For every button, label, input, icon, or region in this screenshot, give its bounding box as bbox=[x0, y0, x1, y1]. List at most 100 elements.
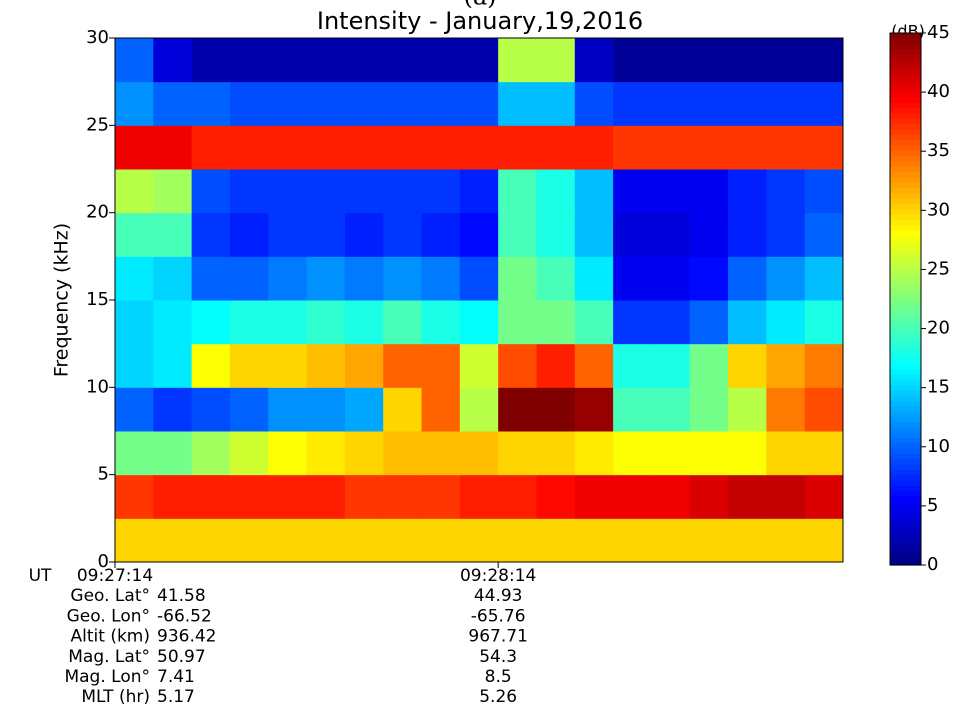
colorbar-tick-label: 45 bbox=[927, 22, 950, 43]
colorbar-step bbox=[890, 102, 921, 109]
colorbar-step bbox=[890, 219, 921, 226]
colorbar-step bbox=[890, 495, 921, 502]
ephemeris-value: 936.42 bbox=[157, 627, 216, 647]
heatmap-cell bbox=[191, 81, 231, 126]
ephemeris-value: 8.5 bbox=[485, 667, 512, 687]
heatmap-cell bbox=[574, 474, 614, 519]
heatmap-cell bbox=[306, 300, 346, 345]
colorbar-step bbox=[890, 80, 921, 87]
heatmap-cell bbox=[306, 38, 346, 83]
heatmap-cell bbox=[383, 387, 423, 432]
heatmap-cell bbox=[229, 125, 269, 170]
heatmap-cell bbox=[191, 343, 231, 388]
heatmap-cell bbox=[689, 518, 729, 563]
heatmap-cell bbox=[421, 387, 461, 432]
y-tick-label: 10 bbox=[86, 376, 109, 397]
heatmap-cell bbox=[153, 518, 193, 563]
heatmap-cell bbox=[613, 300, 652, 345]
ephemeris-label: Mag. Lat° bbox=[68, 647, 150, 667]
heatmap-cell bbox=[613, 474, 652, 519]
heatmap-cell bbox=[536, 431, 576, 476]
colorbar-step bbox=[890, 86, 921, 93]
heatmap-cell bbox=[498, 518, 537, 563]
heatmap-cell bbox=[383, 169, 423, 214]
heatmap-cell bbox=[153, 256, 193, 301]
heatmap-cell bbox=[689, 212, 729, 257]
colorbar-step bbox=[890, 394, 921, 401]
heatmap-cell bbox=[421, 343, 461, 388]
heatmap-cell bbox=[574, 125, 614, 170]
colorbar-step bbox=[890, 299, 921, 305]
heatmap-cell bbox=[804, 387, 844, 432]
heatmap-cell bbox=[383, 212, 423, 257]
heatmap-cell bbox=[383, 81, 423, 126]
colorbar-step bbox=[890, 38, 921, 45]
heatmap-cell bbox=[115, 431, 154, 476]
heatmap-cell bbox=[459, 81, 499, 126]
heatmap-cell bbox=[728, 169, 767, 214]
colorbar-step bbox=[890, 123, 921, 130]
heatmap-cell bbox=[728, 125, 767, 170]
heatmap-cell bbox=[383, 474, 423, 519]
heatmap-cell bbox=[459, 431, 499, 476]
heatmap-cell bbox=[536, 343, 576, 388]
colorbar-step bbox=[890, 325, 921, 332]
colorbar-step bbox=[890, 208, 921, 215]
heatmap-cell bbox=[344, 256, 384, 301]
heatmap-cell bbox=[459, 474, 499, 519]
heatmap-cell bbox=[229, 256, 269, 301]
heatmap-cell bbox=[229, 431, 269, 476]
heatmap-cell bbox=[421, 474, 461, 519]
heatmap-cell bbox=[536, 81, 576, 126]
y-tick-label: 15 bbox=[86, 289, 109, 310]
heatmap-cell bbox=[421, 212, 461, 257]
heatmap-cell bbox=[574, 387, 614, 432]
colorbar-step bbox=[890, 437, 921, 444]
heatmap-cell bbox=[115, 518, 154, 563]
colorbar-step bbox=[890, 59, 921, 66]
colorbar-step bbox=[890, 559, 921, 566]
colorbar-step bbox=[890, 251, 921, 258]
colorbar-step bbox=[890, 389, 921, 396]
heatmap-cell bbox=[766, 518, 806, 563]
y-tick-label: 30 bbox=[86, 27, 109, 48]
colorbar-step bbox=[890, 160, 921, 167]
colorbar-step bbox=[890, 490, 921, 497]
colorbar-step bbox=[890, 171, 921, 178]
heatmap-cell bbox=[115, 38, 154, 83]
heatmap-cell bbox=[498, 300, 537, 345]
heatmap-cell bbox=[229, 169, 269, 214]
heatmap-cell bbox=[421, 431, 461, 476]
colorbar-step bbox=[890, 368, 921, 375]
colorbar-step bbox=[890, 416, 921, 422]
heatmap-cell bbox=[421, 38, 461, 83]
colorbar-tick-label: 20 bbox=[927, 318, 950, 339]
heatmap-cell bbox=[383, 431, 423, 476]
heatmap-cell bbox=[804, 212, 844, 257]
heatmap-cell bbox=[115, 343, 154, 388]
heatmap-cell bbox=[651, 300, 691, 345]
ephemeris-label: UT bbox=[29, 566, 52, 586]
colorbar-step bbox=[890, 229, 921, 236]
heatmap-cell bbox=[344, 387, 384, 432]
heatmap-cell bbox=[459, 256, 499, 301]
heatmap-cell bbox=[804, 343, 844, 388]
heatmap-cell bbox=[459, 38, 499, 83]
colorbar-step bbox=[890, 522, 921, 529]
colorbar-step bbox=[890, 240, 921, 247]
heatmap-cell bbox=[191, 387, 231, 432]
colorbar-step bbox=[890, 118, 921, 125]
colorbar-step bbox=[890, 176, 921, 183]
heatmap-cell bbox=[459, 212, 499, 257]
heatmap-cell bbox=[574, 38, 614, 83]
heatmap-cell bbox=[689, 81, 729, 126]
heatmap-cell bbox=[804, 125, 844, 170]
colorbar-tick-label: 15 bbox=[927, 377, 950, 398]
heatmap-cell bbox=[153, 81, 193, 126]
colorbar-step bbox=[890, 549, 921, 555]
heatmap-cell bbox=[306, 387, 346, 432]
heatmap-cell bbox=[689, 38, 729, 83]
heatmap-cell bbox=[766, 256, 806, 301]
heatmap-cell bbox=[383, 300, 423, 345]
heatmap-cell bbox=[421, 169, 461, 214]
